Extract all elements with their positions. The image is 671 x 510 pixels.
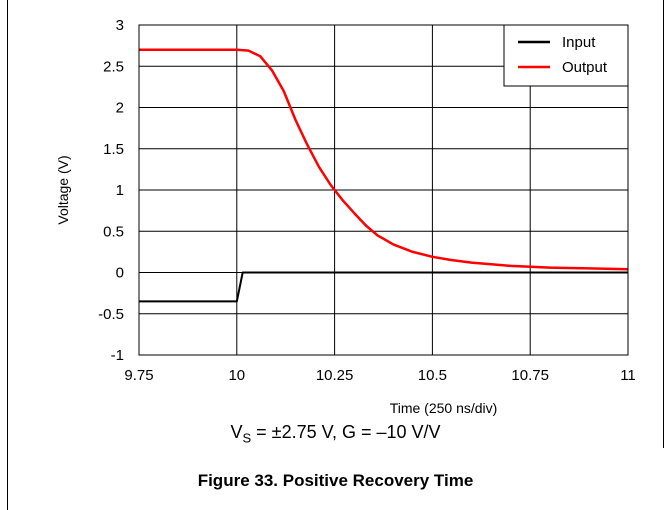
page-frame-right-rule: [663, 0, 664, 448]
y-tick-labels: -1 -0.5 0 0.5 1 1.5 2 2.5 3: [98, 17, 124, 364]
legend-box: [503, 24, 629, 87]
condition-prefix: V: [230, 422, 243, 442]
x-tick-label: 10.25: [316, 367, 354, 384]
x-tick-labels: 9.75 10 10.25 10.5 10.75 11: [124, 367, 635, 384]
x-tick-label: 10.75: [511, 367, 549, 384]
x-axis-label: Time (250 ns/div): [390, 400, 498, 416]
plot-frame: [138, 24, 629, 356]
y-tick-label: 0.5: [103, 223, 124, 240]
legend-label: Output: [562, 59, 608, 76]
condition-subscript: S: [242, 430, 252, 446]
x-tick-label: 11: [620, 367, 636, 384]
y-tick-label: 3: [116, 17, 124, 34]
legend-label: Input: [562, 34, 596, 51]
legend: Input Output: [503, 24, 629, 87]
y-tick-label: 1: [116, 182, 124, 199]
page-frame-left-rule: [7, 0, 8, 510]
series-line-output: [139, 48, 629, 271]
y-tick-label: -1: [111, 347, 124, 364]
condition-rest: = ±2.75 V, G = –10 V/V: [251, 422, 441, 442]
chart: 9.75 10 10.25 10.5 10.75 11 -1 -0.5 0 0.5 1 1.5 2 2.…: [55, 17, 636, 416]
x-tick-label: 10: [228, 367, 245, 384]
x-tick-label: 10.5: [418, 367, 447, 384]
series-layer: [139, 48, 629, 303]
figure-caption: Figure 33. Positive Recovery Time: [197, 471, 474, 490]
test-condition: VS = ±2.75 V, G = –10 V/V: [0, 422, 671, 446]
y-tick-label: 1.5: [103, 141, 124, 158]
y-tick-label: 2: [116, 100, 124, 117]
x-tick-label: 9.75: [124, 367, 153, 384]
y-tick-label: -0.5: [98, 306, 124, 323]
series-line-input: [139, 271, 628, 303]
y-tick-label: 0: [116, 265, 124, 282]
y-tick-label: 2.5: [103, 58, 124, 75]
y-axis-label: Voltage (V): [55, 155, 71, 224]
